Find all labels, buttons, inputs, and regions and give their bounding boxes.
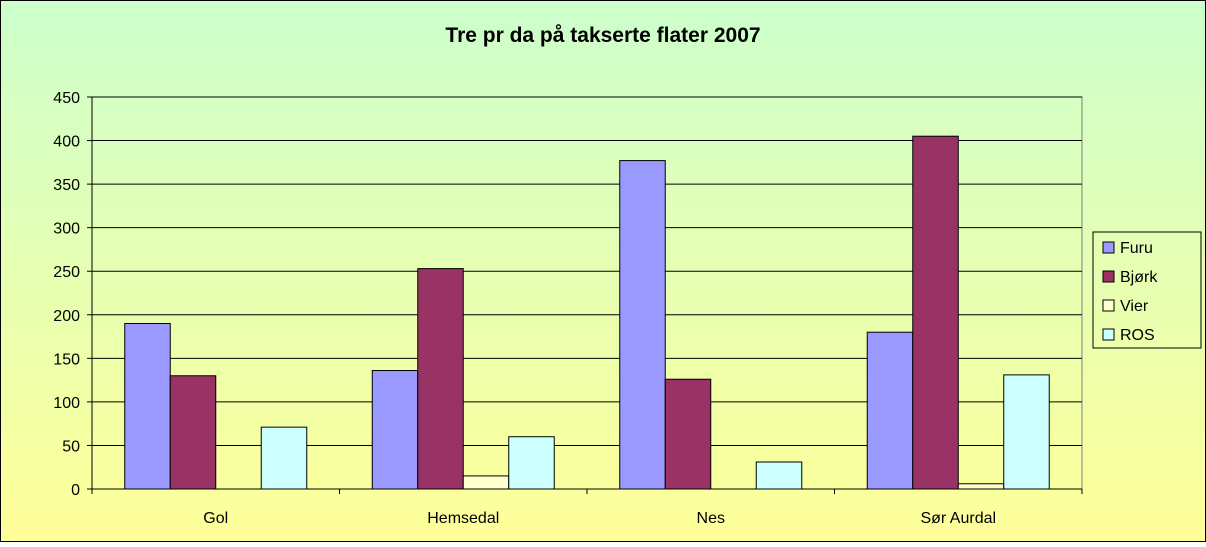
legend — [1092, 231, 1202, 349]
bar — [664, 378, 712, 490]
legend-label: Vier — [1120, 298, 1149, 315]
bar — [260, 426, 308, 490]
y-tick-label: 400 — [53, 134, 80, 151]
legend-swatch — [1102, 299, 1115, 312]
y-tick-label: 100 — [53, 395, 80, 412]
y-tick-label: 0 — [71, 482, 80, 499]
y-tick-label: 200 — [53, 308, 80, 325]
x-tick-label: Sør Aurdal — [920, 510, 996, 527]
x-tick-label: Gol — [203, 510, 228, 527]
bar — [866, 331, 914, 490]
y-tick-label: 150 — [53, 351, 80, 368]
bar — [124, 322, 171, 490]
bar — [755, 461, 803, 490]
legend-label: ROS — [1120, 327, 1155, 344]
legend-swatch — [1102, 270, 1115, 283]
legend-swatch — [1102, 241, 1115, 254]
bar — [169, 375, 217, 490]
y-tick-label: 50 — [62, 438, 80, 455]
y-tick-label: 300 — [53, 221, 80, 238]
legend-label: Furu — [1120, 240, 1153, 257]
chart-title: Tre pr da på takserte flater 2007 — [445, 24, 760, 47]
bar — [619, 160, 666, 490]
bar — [508, 436, 555, 490]
legend-swatch — [1102, 328, 1115, 341]
legend-label: Bjørk — [1120, 269, 1158, 286]
bar — [371, 370, 419, 490]
bar — [462, 475, 510, 490]
x-tick-label: Nes — [697, 510, 725, 527]
y-tick-label: 450 — [53, 90, 80, 107]
bar — [1003, 374, 1050, 490]
x-tick-label: Hemsedal — [427, 510, 499, 527]
y-tick-label: 250 — [53, 264, 80, 281]
bar — [912, 135, 959, 490]
bar — [417, 268, 464, 490]
bar — [957, 483, 1005, 490]
y-tick-label: 350 — [53, 177, 80, 194]
